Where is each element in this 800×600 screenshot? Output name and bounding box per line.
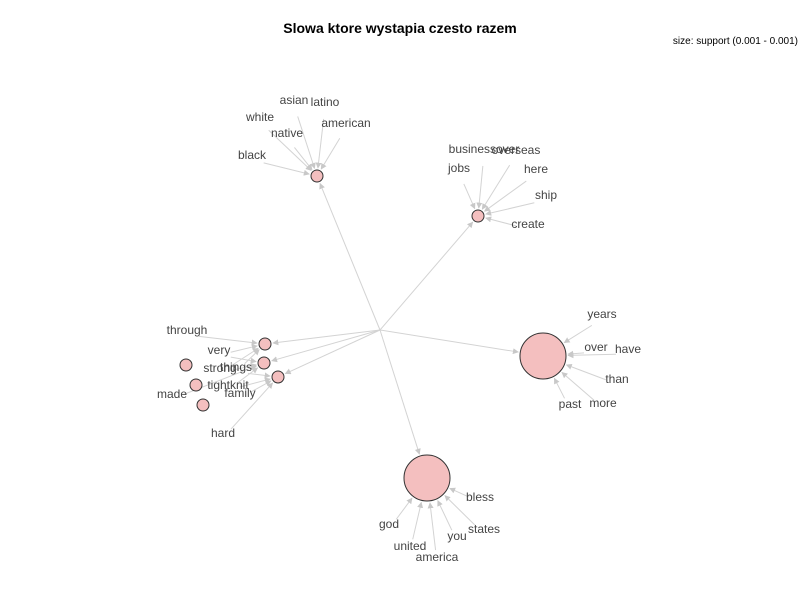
edge-through-rule-5a [198,335,258,346]
edge-over-rule-3 [567,350,585,357]
edge-states-rule-4 [444,495,476,526]
edge-very-rule-5b [230,356,257,364]
word-label: american [321,116,370,130]
word-label: you [447,529,466,543]
word-label: god [379,517,399,531]
edge-tightknit-rule-5c [239,377,271,388]
edge-businessover-rule-2 [476,165,484,209]
word-label: united [394,539,427,553]
edge-asian-rule-1 [297,116,316,169]
size-legend: size: support (0.001 - 0.001) [672,36,798,47]
word-label: than [605,372,628,386]
edge-you-rule-4 [437,500,453,531]
node-rule-4 [403,454,451,502]
word-label: hard [211,426,235,440]
word-label: states [468,522,500,536]
edge-hub-rule-1 [319,182,381,331]
word-label: strong [203,361,236,375]
edge-hub-rule-5a [272,329,381,346]
node-rule-1 [310,169,324,183]
edge-things-rule-5c [247,372,271,379]
word-label: white [245,110,274,124]
word-label: through [167,323,208,337]
word-label: family [224,386,255,400]
edge-jobs-rule-2 [463,183,476,210]
word-label: asian [280,93,309,107]
edge-hub-rule-4 [379,329,421,455]
edge-hard-rule-5c [230,382,274,430]
edge-create-rule-2 [485,216,517,227]
word-label: create [511,217,545,231]
edge-very-rule-5a [230,344,258,353]
edge-hub-rule-3 [379,329,519,355]
word-label: tightknit [207,378,249,392]
edge-have-rule-3 [567,352,617,359]
edge-god-rule-4 [395,497,413,520]
edge-latino-rule-1 [315,118,325,169]
edge-bless-rule-4 [449,487,470,498]
word-label: over [584,340,607,354]
edge-united-rule-4 [412,501,424,540]
edge-hub-rule-5c [284,329,381,375]
edge-than-rule-3 [565,363,606,381]
edge-years-rule-3 [563,324,593,344]
edge-here-rule-2 [483,180,527,212]
word-label: black [238,148,267,162]
word-label: past [559,397,582,411]
word-label: ship [535,188,557,202]
node-rule-3 [519,332,567,380]
labels-layer: asian latino white native american black busin… [157,93,641,564]
node-made-b [189,378,203,392]
node-rule-5c [271,370,285,384]
edge-white-rule-1 [268,129,312,171]
node-rule-5b [257,356,271,370]
node-made-c [196,398,210,412]
word-label: latino [311,95,340,109]
edge-past-rule-3 [553,377,565,399]
word-label: more [589,396,617,410]
edge-things-rule-5a [244,349,260,365]
word-label: here [524,162,548,176]
word-label: have [615,342,641,356]
word-label: made [157,387,187,401]
word-label: years [587,307,616,321]
word-label: bless [466,490,494,504]
edge-overseas-rule-2 [481,164,511,210]
chart-title: Slowa ktore wystapia czesto razem [283,20,517,36]
word-label: very [208,343,231,357]
edge-more-rule-3 [561,371,595,401]
node-rule-2 [471,209,485,223]
edge-hub-rule-2 [379,221,474,331]
edge-native-rule-1 [294,147,313,171]
word-label: things [220,360,252,374]
edge-black-rule-1 [263,162,310,176]
edge-american-rule-1 [320,138,341,170]
edge-hub-rule-5b [271,329,381,363]
node-made-a [179,358,193,372]
word-label: jobs [447,161,470,175]
edges-layer [182,116,617,551]
edge-america-rule-4 [427,502,437,551]
edge-ship-rule-2 [485,202,535,216]
word-label: native [271,126,303,140]
node-rule-5a [258,337,272,351]
word-label: america [416,550,459,564]
word-label: overseas [492,143,541,157]
nodes-layer [179,169,567,502]
word-label: businessover [449,142,520,156]
